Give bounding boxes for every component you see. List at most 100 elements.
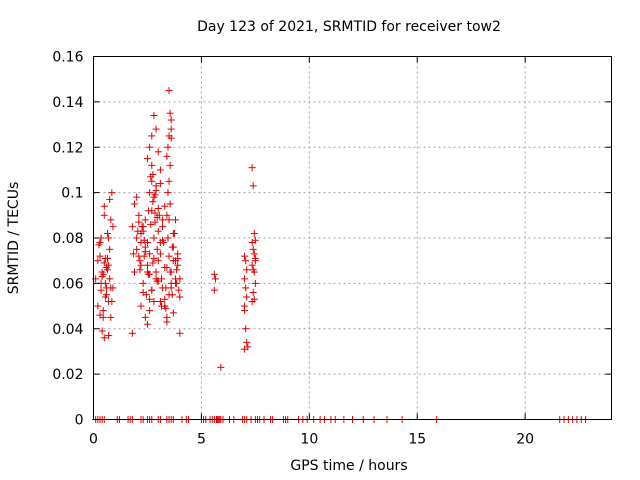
data-point (242, 257, 250, 265)
data-point (137, 261, 145, 269)
data-point (172, 275, 180, 283)
data-point (150, 234, 158, 242)
data-point (109, 284, 117, 292)
data-point (167, 134, 175, 142)
data-point (94, 257, 102, 265)
data-point (154, 148, 162, 156)
data-point (148, 161, 156, 169)
data-point (128, 329, 136, 337)
data-point (129, 250, 137, 258)
data-point (96, 311, 104, 319)
y-axis-label: SRMTID / TECUs (6, 182, 22, 295)
data-point (135, 211, 143, 219)
y-tick-label: 0 (75, 413, 84, 429)
y-tick-label: 0.14 (52, 95, 83, 111)
data-point (139, 227, 147, 235)
data-point (149, 259, 157, 267)
data-point (167, 125, 175, 133)
data-point (143, 155, 151, 163)
data-point (133, 245, 141, 253)
data-point (148, 177, 156, 185)
data-point (133, 193, 141, 201)
data-point (250, 229, 258, 237)
data-point (249, 182, 257, 190)
data-point (106, 195, 114, 203)
data-point (165, 216, 173, 224)
data-point (243, 293, 251, 301)
data-point (150, 193, 158, 201)
chart-title: Day 123 of 2021, SRMTID for receiver tow… (197, 19, 501, 35)
data-point (164, 189, 172, 197)
data-point (108, 189, 116, 197)
data-point (162, 304, 170, 312)
data-point (146, 295, 154, 303)
data-point (249, 288, 257, 296)
data-point (167, 284, 175, 292)
data-point (139, 279, 147, 287)
data-point (173, 279, 181, 287)
data-point (157, 302, 165, 310)
data-point (128, 223, 136, 231)
data-point (106, 275, 114, 283)
data-point (136, 257, 144, 265)
data-point (104, 266, 112, 274)
data-point (166, 161, 174, 169)
data-point (164, 143, 172, 151)
data-point (163, 152, 171, 160)
data-point (108, 298, 116, 306)
data-point (248, 261, 256, 269)
data-point (248, 164, 256, 172)
data-point (150, 298, 158, 306)
data-point (100, 211, 108, 219)
grid (93, 56, 612, 420)
data-point (152, 268, 160, 276)
data-point (146, 189, 154, 197)
data-point (141, 248, 149, 256)
data-point (159, 216, 167, 224)
data-point (211, 275, 219, 283)
data-point (135, 218, 143, 226)
data-point (172, 216, 180, 224)
data-point (94, 302, 102, 310)
data-point (105, 234, 113, 242)
data-point (131, 200, 139, 208)
data-point (217, 363, 225, 371)
data-point (159, 223, 167, 231)
data-point (210, 270, 218, 278)
data-point (243, 338, 251, 346)
data-point (248, 298, 256, 306)
data-point (137, 302, 145, 310)
data-point (99, 307, 107, 315)
data-point (175, 286, 183, 294)
data-point (156, 298, 164, 306)
data-point (242, 325, 250, 333)
data-point (243, 266, 251, 274)
data-point (251, 279, 259, 287)
data-point (139, 288, 147, 296)
data-point (159, 236, 167, 244)
data-point (151, 218, 159, 226)
data-point (156, 166, 164, 174)
data-point (249, 245, 257, 253)
data-point (146, 143, 154, 151)
data-points (92, 87, 590, 423)
data-point (98, 327, 106, 335)
data-point (152, 182, 160, 190)
data-point (100, 259, 108, 267)
data-point (154, 227, 162, 235)
data-point (163, 263, 171, 271)
data-point (156, 250, 164, 258)
data-point (149, 198, 157, 206)
data-point (104, 229, 112, 237)
data-point (143, 261, 151, 269)
data-point (145, 270, 153, 278)
data-point (153, 245, 161, 253)
data-point (173, 266, 181, 274)
data-point (166, 200, 174, 208)
data-point (165, 252, 173, 260)
x-tick-label: 0 (89, 432, 98, 448)
data-point (166, 109, 174, 117)
data-point (174, 261, 182, 269)
data-point (100, 334, 108, 342)
y-tick-label: 0.02 (52, 367, 83, 383)
